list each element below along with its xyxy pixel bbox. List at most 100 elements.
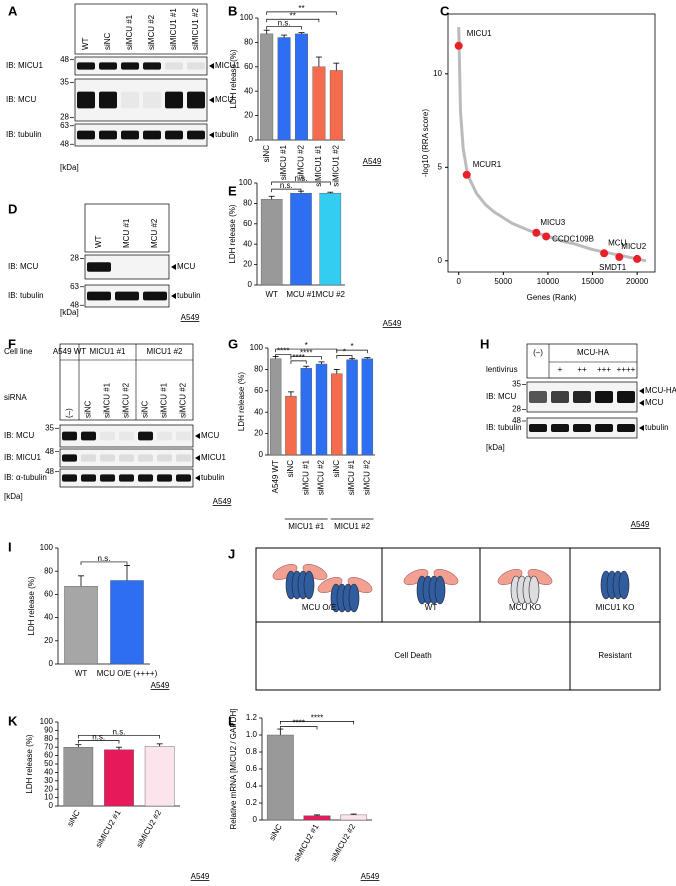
blot-band bbox=[87, 291, 111, 301]
band-label: MCU bbox=[201, 431, 219, 440]
x-tick-label: siMCU #2 bbox=[297, 144, 306, 180]
header-label: MCU-HA bbox=[577, 348, 610, 357]
bar bbox=[277, 37, 291, 141]
y-axis-label: LDH release (%) bbox=[228, 204, 237, 263]
y-tick-label: 0 bbox=[253, 815, 258, 824]
y-tick-label: 50 bbox=[44, 759, 53, 768]
band-arrow bbox=[639, 400, 644, 406]
outcome-label: Resistant bbox=[598, 651, 632, 660]
significance-bracket bbox=[266, 26, 302, 30]
y-tick-label: 60 bbox=[44, 751, 53, 760]
bar bbox=[269, 358, 282, 456]
blot-band bbox=[176, 454, 191, 462]
y-axis-label: -log10 (RRA score) bbox=[421, 109, 430, 177]
bar bbox=[331, 373, 343, 456]
y-tick-label: 40 bbox=[44, 613, 53, 622]
lane-label: siNC bbox=[103, 32, 112, 50]
blot-band bbox=[138, 474, 153, 482]
lane-label: (–) bbox=[65, 408, 74, 418]
blot-band bbox=[138, 431, 153, 441]
blot-band bbox=[187, 91, 205, 109]
significance-bracket bbox=[336, 349, 368, 354]
unit-label: [kDa] bbox=[4, 492, 23, 501]
x-tick-label: siMCU #2 bbox=[362, 459, 371, 495]
y-tick-label: 0.4 bbox=[246, 781, 258, 790]
y-tick-label: 100 bbox=[250, 343, 264, 352]
bar bbox=[260, 199, 283, 286]
blot-band bbox=[143, 130, 161, 140]
significance-bracket bbox=[279, 726, 318, 730]
blot-frame bbox=[59, 448, 194, 468]
blot-frame bbox=[74, 123, 208, 147]
bar bbox=[104, 749, 134, 807]
bar bbox=[64, 586, 98, 665]
x-tick-label: siNC bbox=[267, 822, 284, 842]
blot-band bbox=[100, 454, 115, 462]
significance-bracket bbox=[266, 11, 337, 15]
blot-frame bbox=[74, 78, 208, 122]
y-tick-label: 80 bbox=[44, 566, 53, 575]
significance-label: ** bbox=[298, 4, 304, 13]
blot-band bbox=[99, 130, 117, 140]
band-arrow bbox=[639, 388, 644, 394]
blot-band bbox=[617, 391, 635, 403]
band-label: tubulin bbox=[177, 291, 201, 300]
row-label: IB: tubulin bbox=[486, 423, 522, 432]
band-arrow bbox=[195, 455, 200, 461]
y-tick-label: 40 bbox=[244, 86, 253, 95]
band-arrow bbox=[209, 97, 214, 103]
blot-band bbox=[121, 62, 139, 70]
header-label: MICU1 #2 bbox=[146, 347, 183, 356]
row-label: IB: tubulin bbox=[8, 291, 44, 300]
blot-band bbox=[115, 291, 139, 301]
band-label: tubulin bbox=[215, 130, 239, 139]
significance-label: **** bbox=[277, 347, 289, 356]
x-tick-label: siNC bbox=[286, 460, 295, 478]
blot-band bbox=[176, 431, 191, 441]
bar bbox=[260, 33, 274, 141]
y-tick-label: 60 bbox=[254, 386, 263, 395]
significance-label: * bbox=[305, 341, 308, 350]
bar bbox=[295, 33, 308, 141]
header-label: A549 WT bbox=[53, 347, 86, 356]
bar bbox=[144, 746, 175, 807]
size-marker: 28 bbox=[60, 113, 69, 122]
header-label: lentivirus bbox=[486, 365, 518, 374]
cell-line-label: A549 bbox=[181, 313, 200, 322]
size-marker: 28 bbox=[512, 405, 521, 414]
blot-band bbox=[157, 431, 172, 441]
blot-band bbox=[77, 91, 95, 109]
blot-band bbox=[165, 62, 183, 70]
plot-frame bbox=[447, 13, 656, 273]
significance-label: * bbox=[343, 348, 346, 357]
significance-bracket bbox=[80, 561, 128, 565]
panel-letter: I bbox=[8, 539, 12, 554]
lane-label: + bbox=[558, 365, 563, 374]
x-tick-label: 20000 bbox=[626, 277, 649, 286]
y-tick-label: 0 bbox=[249, 135, 254, 144]
blot-band bbox=[81, 474, 96, 482]
x-tick-label: A549 WT bbox=[271, 460, 280, 493]
blot-band bbox=[573, 424, 591, 432]
blot-band bbox=[115, 262, 139, 272]
blot-band bbox=[119, 474, 134, 482]
y-tick-label: 60 bbox=[244, 62, 253, 71]
x-tick-label: 15000 bbox=[581, 277, 604, 286]
blot-band bbox=[573, 391, 591, 403]
x-tick-label: siMICU2 #1 bbox=[94, 808, 123, 849]
x-tick-label: siMICU2 #2 bbox=[135, 808, 164, 849]
outcome-label: Cell Death bbox=[394, 651, 431, 660]
size-marker: 48 bbox=[512, 416, 521, 425]
gene-label: MICU1 bbox=[467, 29, 492, 38]
x-tick-label: MCU #2 bbox=[316, 290, 346, 299]
y-axis-label: LDH release (%) bbox=[237, 372, 246, 431]
row-label: IB: MCU bbox=[4, 431, 34, 440]
significance-label: **** bbox=[292, 353, 304, 362]
blot-band bbox=[187, 62, 205, 70]
gene-point bbox=[600, 249, 609, 258]
y-axis-label: LDH release (%) bbox=[27, 576, 36, 635]
gene-point bbox=[633, 254, 642, 263]
significance-bracket bbox=[77, 735, 161, 739]
